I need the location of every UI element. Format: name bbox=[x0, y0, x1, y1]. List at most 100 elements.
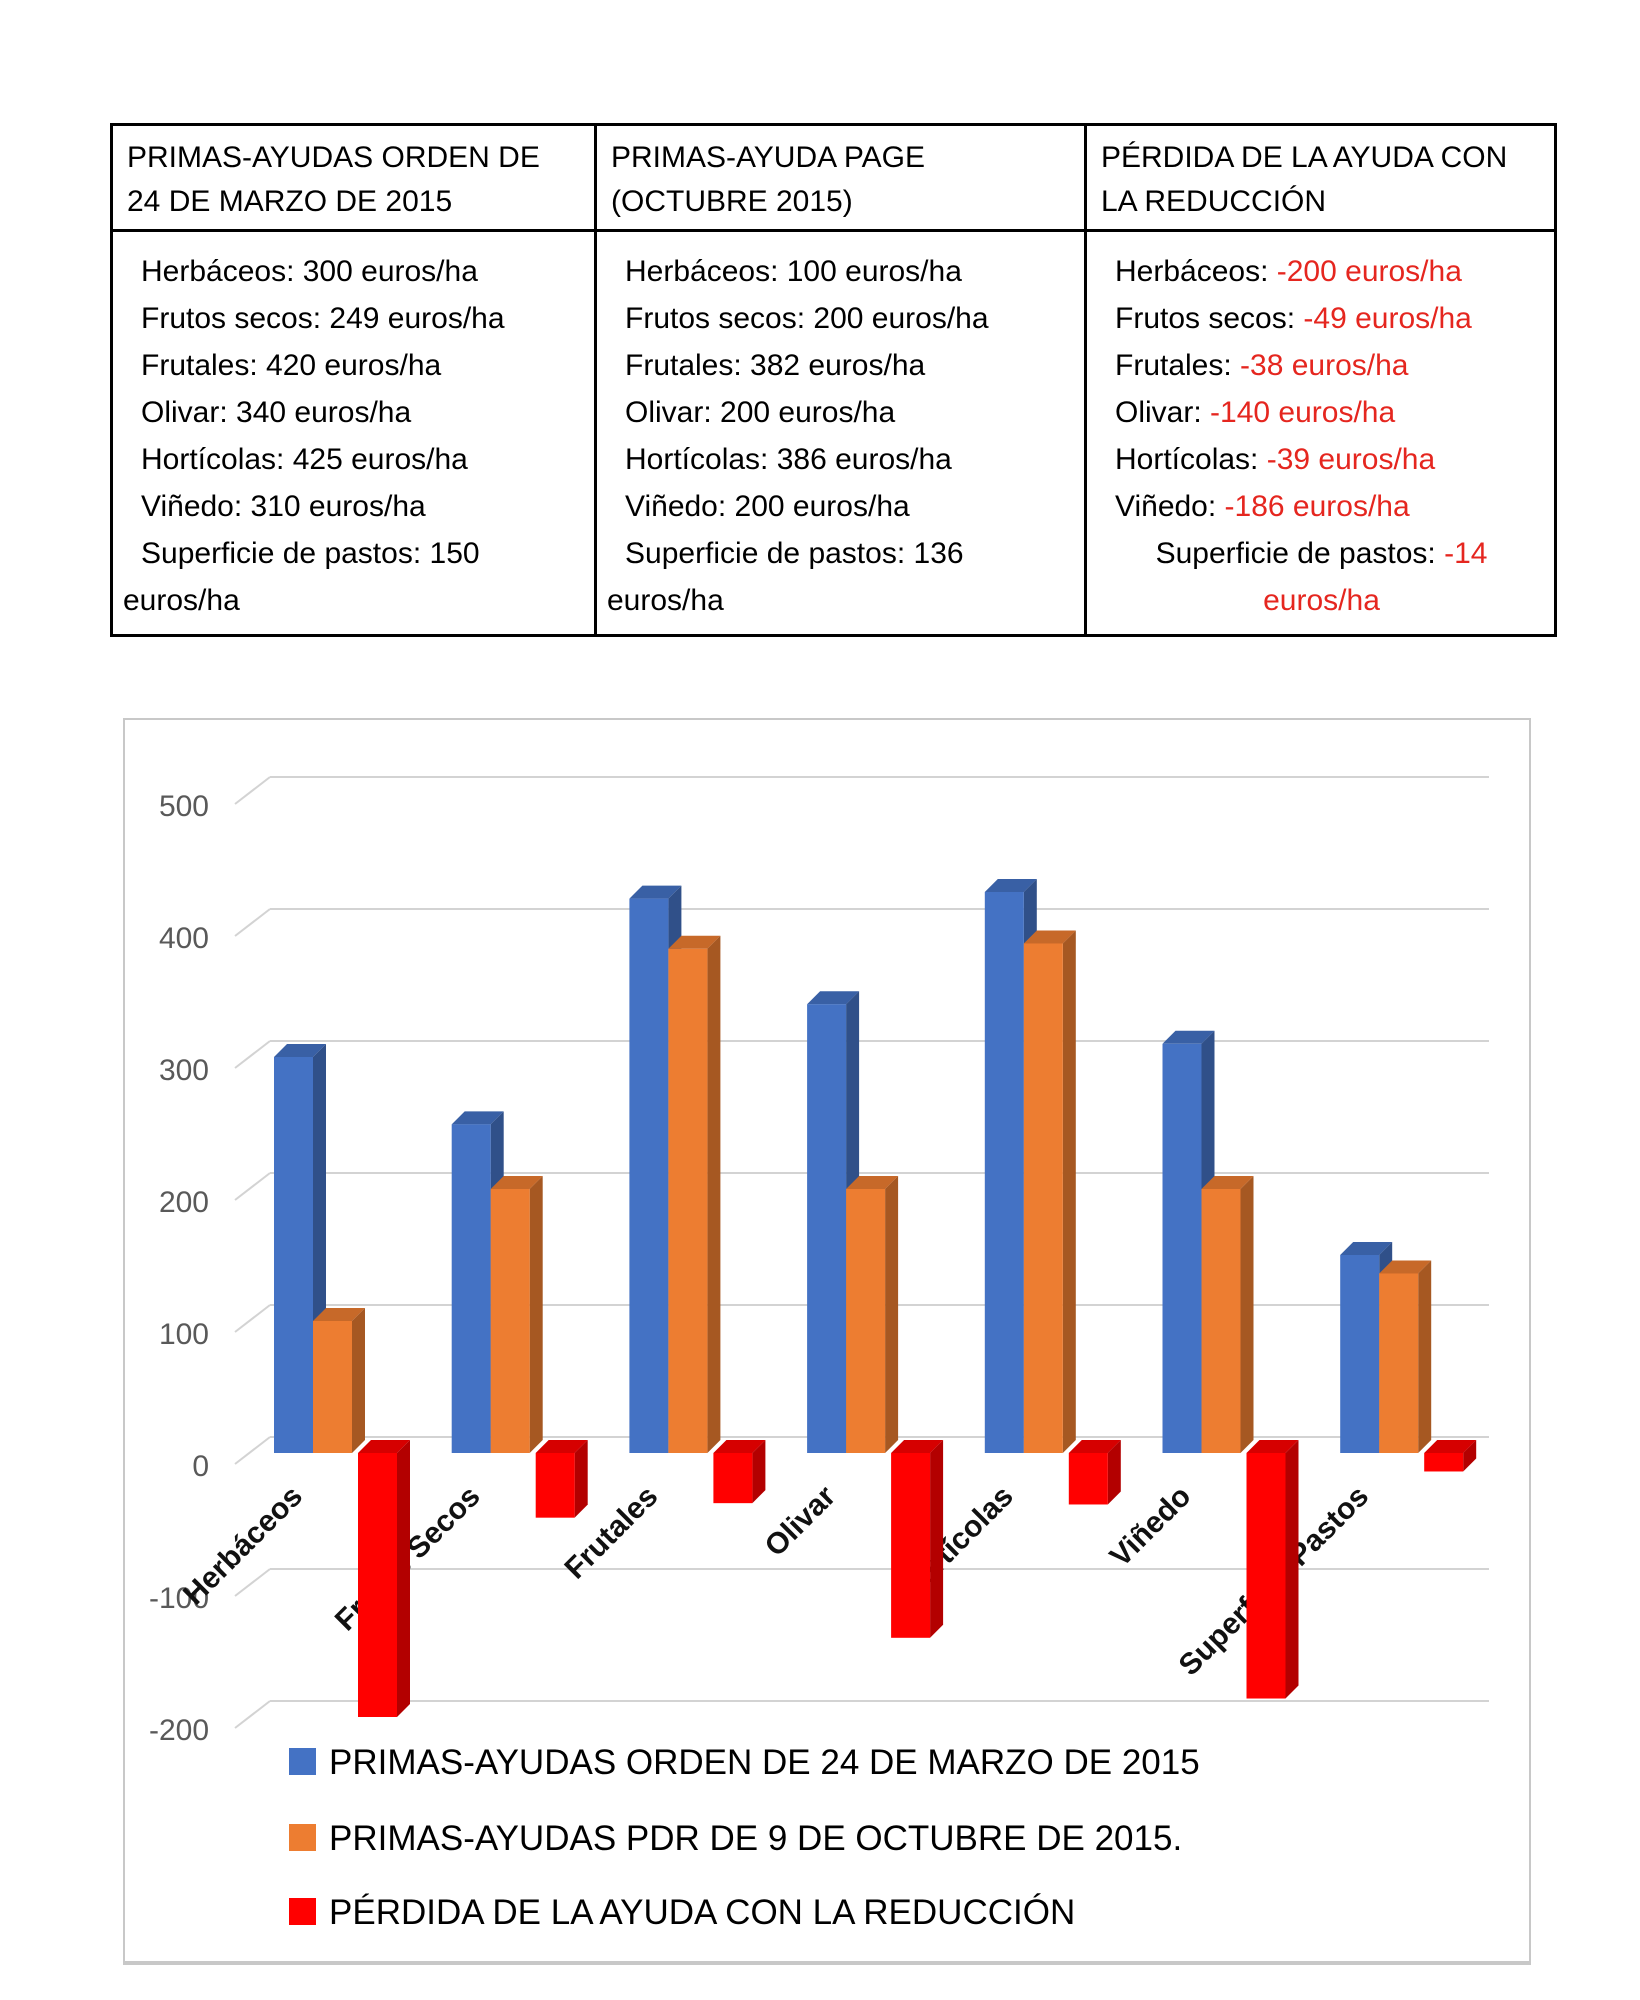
item-label: Frutos secos: bbox=[625, 302, 814, 335]
item-value: 382 euros/ha bbox=[750, 349, 926, 382]
bar-chart-canvas: 500 400 300 200 100 0 -100 -200 HerbáceosFrutos … bbox=[149, 776, 1489, 1932]
legend-label: PRIMAS-AYUDAS ORDEN DE 24 DE MARZO DE 20… bbox=[329, 1743, 1200, 1782]
legend: PRIMAS-AYUDAS ORDEN DE 24 DE MARZO DE 20… bbox=[289, 1743, 1200, 1932]
item-value: 425 euros/ha bbox=[292, 443, 468, 476]
table-item: Herbáceos: 100 euros/ha bbox=[607, 248, 1076, 295]
bar-Frutos Secos-s2 bbox=[535, 1440, 588, 1518]
table-item: Viñedo: 200 euros/ha bbox=[607, 483, 1076, 530]
item-value: 310 euros/ha bbox=[250, 490, 426, 523]
table-item: Herbáceos: 300 euros/ha bbox=[123, 248, 586, 295]
legend-item: PÉRDIDA DE LA AYUDA CON LA REDUCCIÓN bbox=[289, 1893, 1075, 1932]
item-label: Superficie de pastos: bbox=[1155, 537, 1445, 570]
table-column-ayuda-page: PRIMAS-AYUDA PAGE (OCTUBRE 2015) Herbáce… bbox=[594, 126, 1084, 634]
legend-item: PRIMAS-AYUDAS PDR DE 9 DE OCTUBRE DE 201… bbox=[289, 1819, 1182, 1858]
tick-connector bbox=[234, 1700, 271, 1729]
column-body: Herbáceos: -200 euros/ha Frutos secos: -4… bbox=[1087, 232, 1554, 634]
column-header: PRIMAS-AYUDA PAGE (OCTUBRE 2015) bbox=[597, 126, 1084, 232]
table-item: Olivar: 200 euros/ha bbox=[607, 389, 1076, 436]
y-tick-label: 300 bbox=[159, 1054, 209, 1087]
table-item: Superficie de pastos: 150 euros/ha bbox=[123, 530, 586, 624]
item-value: -39 euros/ha bbox=[1266, 443, 1436, 476]
bar-Viñedo-s2 bbox=[1246, 1440, 1299, 1699]
item-value: 136 euros/ha bbox=[607, 537, 964, 617]
table-column-perdida: PÉRDIDA DE LA AYUDA CON LA REDUCCIÓN Her… bbox=[1084, 126, 1554, 634]
item-value: 200 euros/ha bbox=[734, 490, 910, 523]
table-item: Frutales: -38 euros/ha bbox=[1097, 342, 1546, 389]
table-item: Herbáceos: -200 euros/ha bbox=[1097, 248, 1546, 295]
item-value: -14 euros/ha bbox=[1263, 537, 1488, 617]
legend-label: PRIMAS-AYUDAS PDR DE 9 DE OCTUBRE DE 201… bbox=[329, 1819, 1182, 1858]
y-tick-label: 100 bbox=[159, 1318, 209, 1351]
table-item: Olivar: -140 euros/ha bbox=[1097, 389, 1546, 436]
table-item: Hortícolas: 386 euros/ha bbox=[607, 436, 1076, 483]
table-item: Frutales: 382 euros/ha bbox=[607, 342, 1076, 389]
gridlines: 500 400 300 200 100 0 -100 -200 bbox=[149, 776, 1489, 1747]
item-label: Olivar: bbox=[625, 396, 721, 429]
comparison-table: PRIMAS-AYUDAS ORDEN DE 24 DE MARZO DE 20… bbox=[110, 123, 1557, 637]
bar-Herbáceos-s2 bbox=[358, 1440, 410, 1717]
item-value: -200 euros/ha bbox=[1276, 255, 1462, 288]
table-item: Frutos secos: -49 euros/ha bbox=[1097, 295, 1546, 342]
column-header: PÉRDIDA DE LA AYUDA CON LA REDUCCIÓN bbox=[1087, 126, 1554, 232]
item-value: 200 euros/ha bbox=[813, 302, 989, 335]
item-label: Viñedo: bbox=[1115, 490, 1225, 523]
table-item: Hortícolas: -39 euros/ha bbox=[1097, 436, 1546, 483]
item-value: -186 euros/ha bbox=[1224, 490, 1410, 523]
item-value: 100 euros/ha bbox=[786, 255, 962, 288]
item-label: Olivar: bbox=[141, 396, 237, 429]
bar-Olivar-s1 bbox=[846, 1176, 899, 1453]
bar-Hortícolas-s1 bbox=[1023, 930, 1076, 1453]
item-label: Herbáceos: bbox=[1115, 255, 1277, 288]
y-tick-label: -100 bbox=[149, 1582, 209, 1615]
table-column-orden-marzo: PRIMAS-AYUDAS ORDEN DE 24 DE MARZO DE 20… bbox=[113, 126, 594, 634]
category-labels: HerbáceosFrutos SecosFrutalesOlivarHortí… bbox=[177, 1479, 1375, 1682]
item-label: Frutos secos: bbox=[1115, 302, 1304, 335]
category-label: Olivar bbox=[759, 1479, 843, 1563]
item-label: Viñedo: bbox=[141, 490, 251, 523]
item-value: 340 euros/ha bbox=[236, 396, 412, 429]
legend-swatch bbox=[289, 1824, 316, 1851]
column-body: Herbáceos: 100 euros/ha Frutos secos: 200… bbox=[597, 232, 1084, 634]
legend-item: PRIMAS-AYUDAS ORDEN DE 24 DE MARZO DE 20… bbox=[289, 1743, 1200, 1782]
tick-connector bbox=[234, 1040, 271, 1069]
item-value: 200 euros/ha bbox=[720, 396, 896, 429]
item-label: Hortícolas: bbox=[1115, 443, 1267, 476]
bar-Herbáceos-s1 bbox=[313, 1308, 365, 1453]
item-label: Frutos secos: bbox=[141, 302, 330, 335]
legend-swatch bbox=[289, 1898, 316, 1925]
item-label: Herbáceos: bbox=[141, 255, 303, 288]
table-item: Viñedo: -186 euros/ha bbox=[1097, 483, 1546, 530]
item-value: -49 euros/ha bbox=[1303, 302, 1472, 335]
tick-connector bbox=[234, 1436, 271, 1465]
legend-label: PÉRDIDA DE LA AYUDA CON LA REDUCCIÓN bbox=[329, 1893, 1075, 1932]
table-item: Frutales: 420 euros/ha bbox=[123, 342, 586, 389]
table-item: Superficie de pastos: -14 euros/ha bbox=[1097, 530, 1546, 624]
bar-Olivar-s2 bbox=[891, 1440, 944, 1638]
item-label: Herbáceos: bbox=[625, 255, 787, 288]
y-tick-label: 400 bbox=[159, 922, 209, 955]
category-label: Herbáceos bbox=[177, 1480, 309, 1612]
item-value: 386 euros/ha bbox=[776, 443, 952, 476]
y-tick-label: 200 bbox=[159, 1186, 209, 1219]
item-label: Hortícolas: bbox=[141, 443, 293, 476]
legend-swatch bbox=[289, 1748, 316, 1775]
item-label: Viñedo: bbox=[625, 490, 735, 523]
table-item: Olivar: 340 euros/ha bbox=[123, 389, 586, 436]
tick-connector bbox=[234, 1172, 271, 1201]
item-value: 150 euros/ha bbox=[123, 537, 480, 617]
y-tick-label: 0 bbox=[192, 1450, 209, 1483]
item-value: 300 euros/ha bbox=[302, 255, 478, 288]
y-tick-label: -200 bbox=[149, 1714, 209, 1747]
table-item: Viñedo: 310 euros/ha bbox=[123, 483, 586, 530]
y-tick-label: 500 bbox=[159, 790, 209, 823]
tick-connector bbox=[234, 908, 271, 937]
tick-connector bbox=[234, 1304, 271, 1333]
table-item: Frutos secos: 249 euros/ha bbox=[123, 295, 586, 342]
item-label: Frutales: bbox=[1115, 349, 1241, 382]
column-header: PRIMAS-AYUDAS ORDEN DE 24 DE MARZO DE 20… bbox=[113, 126, 594, 232]
item-value: -140 euros/ha bbox=[1210, 396, 1396, 429]
column-body: Herbáceos: 300 euros/ha Frutos secos: 249… bbox=[113, 232, 594, 634]
bar-Viñedo-s1 bbox=[1201, 1176, 1254, 1453]
bars bbox=[274, 879, 1477, 1717]
tick-connector bbox=[234, 1568, 271, 1597]
